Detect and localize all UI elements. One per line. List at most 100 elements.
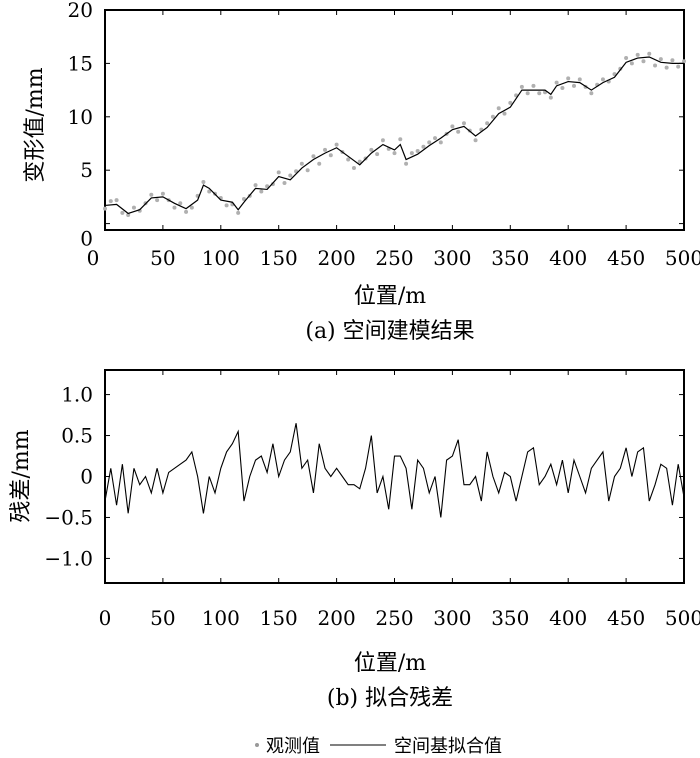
- bottom-x-tick-label: 450: [607, 606, 645, 630]
- observed-point: [253, 183, 258, 188]
- observed-point: [392, 151, 397, 156]
- observed-point: [126, 213, 131, 218]
- observed-point: [380, 138, 385, 143]
- observed-point: [641, 59, 646, 64]
- bottom-y-axis-label: 残差/mm: [9, 429, 34, 522]
- top-y-tick-label: 5: [80, 158, 93, 182]
- residual-chart: 0 50 100 150 200 250 300 350 400 450 500 1.0 0.5 0 −0.…: [9, 369, 700, 711]
- top-x-tick-label: 200: [318, 246, 356, 270]
- observed-point: [375, 152, 380, 157]
- observed-point: [131, 205, 136, 210]
- top-x-tick-label: 0: [87, 246, 100, 270]
- bottom-x-tick-label: 50: [150, 606, 175, 630]
- observed-point: [566, 76, 571, 81]
- observed-point: [311, 154, 316, 159]
- observed-point: [207, 189, 212, 194]
- observed-point: [404, 161, 409, 166]
- observed-point: [328, 153, 333, 158]
- observed-point: [433, 136, 438, 141]
- legend-fitted-label: 空间基拟合值: [394, 736, 502, 757]
- observed-point: [635, 52, 640, 57]
- observed-point: [560, 85, 565, 90]
- legend: 观测值 空间基拟合值: [255, 736, 502, 757]
- bottom-x-tick-label: 200: [318, 606, 356, 630]
- observed-point: [525, 91, 530, 96]
- observed-point: [537, 91, 542, 96]
- observed-point: [589, 91, 594, 96]
- observed-point: [305, 168, 310, 173]
- observed-point: [236, 210, 241, 215]
- residual-line: [104, 423, 685, 518]
- observed-point: [189, 205, 194, 210]
- top-x-tick-label: 100: [202, 246, 240, 270]
- top-y-tick-label: 15: [68, 51, 93, 75]
- top-x-tick-label: 150: [260, 246, 298, 270]
- bottom-y-tick-label: 0: [80, 465, 93, 489]
- observed-point: [120, 210, 125, 215]
- observed-point: [103, 206, 107, 211]
- observed-point: [114, 198, 119, 203]
- observed-point: [259, 189, 264, 194]
- observed-point: [224, 203, 229, 208]
- observed-point: [149, 192, 154, 197]
- legend-observed-marker: [255, 743, 259, 747]
- bottom-y-tick-label: 0.5: [61, 424, 93, 448]
- observed-point: [600, 77, 605, 82]
- observed-point: [184, 209, 189, 214]
- observed-point: [265, 184, 270, 189]
- observed-point: [172, 205, 177, 210]
- observed-point: [276, 170, 281, 175]
- bottom-caption: (b) 拟合残差: [327, 686, 453, 711]
- observed-point: [282, 181, 287, 186]
- observed-point: [456, 129, 461, 134]
- observed-point: [548, 95, 553, 100]
- fitted-line: [104, 56, 684, 215]
- top-x-tick-label: 300: [433, 246, 471, 270]
- top-y-tick-label: 0: [80, 227, 93, 251]
- observed-point: [438, 140, 443, 145]
- observed-point: [178, 201, 183, 206]
- top-plot-frame: [104, 9, 685, 231]
- observed-point: [502, 111, 507, 116]
- observed-point: [270, 182, 275, 187]
- observed-point: [682, 59, 686, 64]
- observed-point: [676, 64, 681, 69]
- observed-point: [629, 61, 634, 66]
- top-x-tick-label: 500: [665, 246, 700, 270]
- bottom-x-tick-label: 500: [665, 606, 700, 630]
- observed-point: [624, 56, 629, 61]
- observed-point: [415, 148, 420, 153]
- observed-point: [201, 179, 206, 184]
- top-y-tick-label: 10: [68, 105, 93, 129]
- observed-point: [357, 159, 362, 164]
- observed-point: [647, 51, 652, 56]
- bottom-x-axis-label: 位置/m: [354, 651, 426, 676]
- bottom-x-tick-label: 250: [375, 606, 413, 630]
- observed-point: [496, 106, 501, 111]
- top-x-tick-label: 250: [375, 246, 413, 270]
- bottom-x-tick-label: 150: [260, 606, 298, 630]
- top-x-tick-label: 350: [491, 246, 529, 270]
- top-caption: (a) 空间建模结果: [305, 319, 474, 344]
- bottom-plot-frame: [104, 369, 685, 584]
- observed-point: [369, 147, 374, 152]
- observed-point: [664, 65, 669, 70]
- observed-point: [323, 147, 328, 152]
- observed-point: [398, 137, 403, 142]
- bottom-x-tick-label: 100: [202, 606, 240, 630]
- top-x-tick-label: 400: [549, 246, 587, 270]
- observed-point: [658, 57, 663, 62]
- observed-point: [317, 161, 322, 166]
- observed-point: [473, 138, 478, 143]
- observed-point: [670, 58, 675, 63]
- observed-point: [531, 83, 536, 88]
- observed-point: [288, 173, 293, 178]
- top-x-tick-label: 50: [150, 246, 175, 270]
- observed-point: [409, 151, 414, 156]
- observed-point: [155, 198, 160, 203]
- observed-point: [351, 166, 356, 171]
- observed-point: [577, 77, 582, 82]
- observed-point: [241, 197, 246, 202]
- bottom-x-tick-label: 0: [99, 606, 112, 630]
